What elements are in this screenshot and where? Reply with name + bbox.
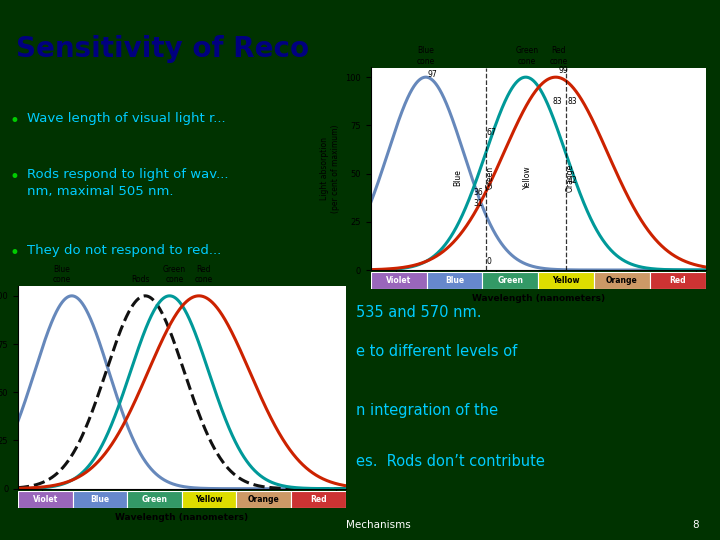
Text: Red
cone: Red cone: [549, 46, 568, 65]
Text: Blue: Blue: [454, 169, 462, 186]
Text: es.  Rods don’t contribute: es. Rods don’t contribute: [356, 454, 545, 469]
Text: Blue: Blue: [90, 495, 109, 504]
Text: Red: Red: [310, 495, 327, 504]
Bar: [181, 491, 236, 508]
Text: 83: 83: [567, 97, 577, 106]
Text: Orange: Orange: [606, 276, 638, 285]
Bar: [127, 491, 181, 508]
Bar: [371, 272, 426, 289]
Text: Rods: Rods: [131, 275, 150, 284]
Text: 8: 8: [692, 520, 698, 530]
Text: Green: Green: [485, 166, 494, 189]
Bar: [426, 272, 482, 289]
Bar: [594, 272, 649, 289]
Text: Red
cone: Red cone: [194, 265, 213, 284]
Text: Violet: Violet: [386, 276, 411, 285]
Text: Wave length of visual light r...: Wave length of visual light r...: [27, 112, 226, 125]
Text: 0: 0: [487, 257, 492, 266]
Text: Orange: Orange: [248, 495, 279, 504]
X-axis label: Wavelength (nanometers): Wavelength (nanometers): [115, 513, 248, 522]
Text: Blue: Blue: [445, 276, 464, 285]
Text: Orange: Orange: [565, 163, 574, 192]
X-axis label: Wavelength (nanometers): Wavelength (nanometers): [472, 294, 605, 303]
Text: 42: 42: [567, 176, 577, 185]
Text: 67: 67: [487, 128, 497, 137]
Text: Red: Red: [670, 276, 686, 285]
Text: Mechanisms: Mechanisms: [346, 520, 410, 530]
Text: •: •: [10, 168, 19, 186]
Bar: [539, 272, 594, 289]
Text: 535 and 570 nm.: 535 and 570 nm.: [356, 305, 482, 320]
Bar: [649, 272, 706, 289]
Text: Yellow: Yellow: [195, 495, 223, 504]
Text: They do not respond to red...: They do not respond to red...: [27, 244, 222, 257]
Text: Violet: Violet: [32, 495, 58, 504]
Text: 36: 36: [473, 188, 482, 197]
Text: 83: 83: [552, 97, 562, 106]
Text: •: •: [10, 112, 19, 130]
Bar: [482, 272, 539, 289]
Bar: [73, 491, 127, 508]
Text: Green: Green: [498, 276, 523, 285]
Bar: [236, 491, 291, 508]
Text: Yellow: Yellow: [552, 276, 580, 285]
Y-axis label: Light absorption
(per cent of maximum): Light absorption (per cent of maximum): [320, 125, 340, 213]
Text: Blue
cone: Blue cone: [53, 265, 71, 284]
Bar: [18, 491, 73, 508]
Text: Green
cone: Green cone: [515, 46, 539, 65]
Text: Green
cone: Green cone: [163, 265, 186, 284]
Text: Green: Green: [142, 495, 168, 504]
Text: Sensitivity of Reco: Sensitivity of Reco: [17, 35, 310, 63]
Text: 99: 99: [559, 66, 568, 75]
Text: •: •: [10, 244, 19, 262]
Text: n integration of the: n integration of the: [356, 403, 498, 418]
Text: Blue
cone: Blue cone: [417, 46, 435, 65]
Text: Yellow: Yellow: [523, 166, 532, 189]
Bar: [291, 491, 346, 508]
Text: Rods respond to light of wav...
nm, maximal 505 nm.: Rods respond to light of wav... nm, maxi…: [27, 168, 229, 199]
Text: e to different levels of: e to different levels of: [356, 343, 518, 359]
Text: 97: 97: [428, 70, 438, 79]
Text: 31: 31: [473, 199, 482, 208]
